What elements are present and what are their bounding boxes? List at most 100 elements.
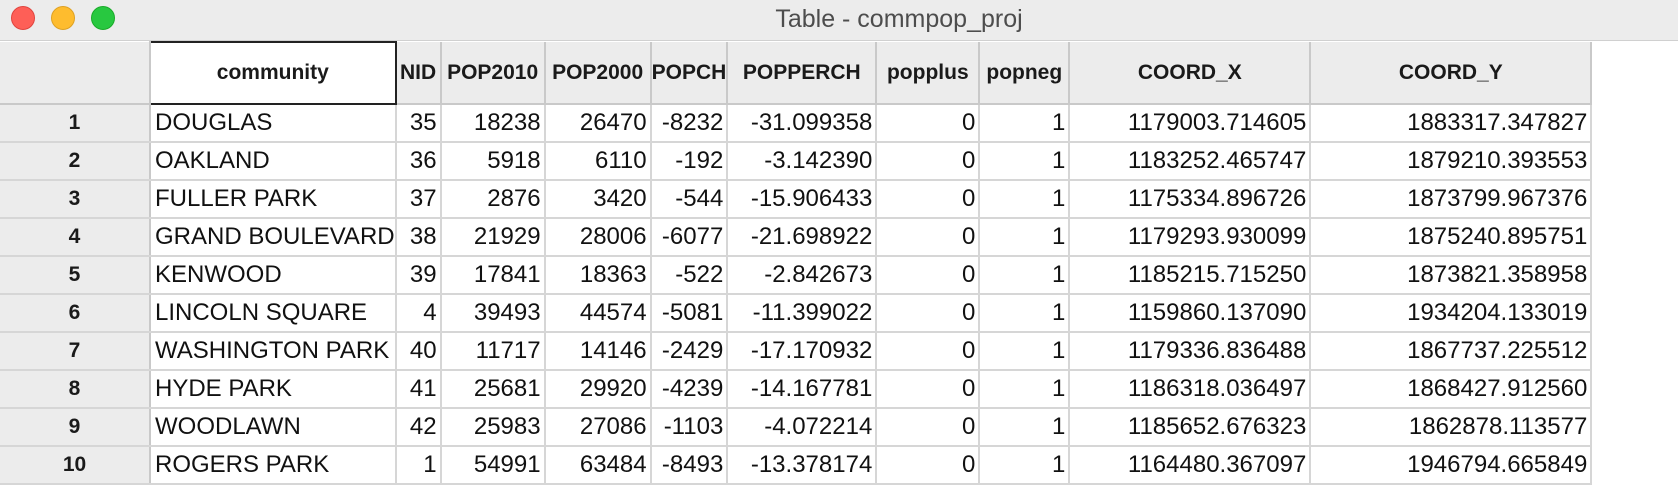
column-header-popperch[interactable]: POPPERCH (727, 42, 878, 105)
cell-coord-y[interactable]: 1946794.665849 (1310, 446, 1593, 485)
close-window-button[interactable] (11, 6, 35, 30)
cell-pop2010[interactable]: 25681 (440, 370, 546, 409)
cell-popch[interactable]: -544 (650, 180, 729, 219)
cell-popplus[interactable]: 0 (876, 256, 981, 295)
row-header[interactable]: 3 (0, 180, 151, 219)
column-header-coord-x[interactable]: COORD_X (1069, 42, 1312, 105)
cell-popneg[interactable]: 1 (979, 180, 1071, 219)
cell-popneg[interactable]: 1 (979, 104, 1071, 143)
cell-coord-x[interactable]: 1175334.896726 (1069, 180, 1312, 219)
cell-community[interactable]: OAKLAND (150, 142, 397, 181)
cell-popch[interactable]: -5081 (650, 294, 729, 333)
cell-popperch[interactable]: -31.099358 (727, 104, 878, 143)
cell-popplus[interactable]: 0 (876, 218, 981, 257)
cell-coord-x[interactable]: 1179293.930099 (1069, 218, 1312, 257)
cell-popplus[interactable]: 0 (876, 104, 981, 143)
cell-popch[interactable]: -4239 (650, 370, 729, 409)
row-header[interactable]: 7 (0, 332, 151, 371)
cell-community[interactable]: DOUGLAS (150, 104, 397, 143)
cell-popplus[interactable]: 0 (876, 332, 981, 371)
cell-pop2000[interactable]: 28006 (544, 218, 652, 257)
cell-community[interactable]: HYDE PARK (150, 370, 397, 409)
cell-popch[interactable]: -2429 (650, 332, 729, 371)
cell-coord-y[interactable]: 1873799.967376 (1310, 180, 1593, 219)
cell-pop2000[interactable]: 6110 (544, 142, 652, 181)
cell-coord-y[interactable]: 1868427.912560 (1310, 370, 1593, 409)
cell-pop2000[interactable]: 29920 (544, 370, 652, 409)
cell-pop2000[interactable]: 14146 (544, 332, 652, 371)
cell-community[interactable]: LINCOLN SQUARE (150, 294, 397, 333)
cell-coord-y[interactable]: 1867737.225512 (1310, 332, 1593, 371)
cell-popperch[interactable]: -2.842673 (727, 256, 878, 295)
cell-pop2010[interactable]: 2876 (440, 180, 546, 219)
table-row[interactable]: 2 OAKLAND 36 5918 6110 -192 -3.142390 0 1 1183252… (0, 142, 1593, 181)
cell-popneg[interactable]: 1 (979, 408, 1071, 447)
cell-nid[interactable]: 39 (395, 256, 442, 295)
column-header-popch[interactable]: POPCH (650, 42, 729, 105)
cell-pop2000[interactable]: 18363 (544, 256, 652, 295)
column-header-community[interactable]: community (149, 41, 397, 105)
row-header[interactable]: 1 (0, 104, 151, 143)
cell-popch[interactable]: -6077 (650, 218, 729, 257)
cell-nid[interactable]: 35 (395, 104, 442, 143)
row-header[interactable]: 6 (0, 294, 151, 333)
column-header-pop2010[interactable]: POP2010 (440, 42, 546, 105)
cell-pop2010[interactable]: 21929 (440, 218, 546, 257)
column-header-popplus[interactable]: popplus (876, 42, 981, 105)
cell-popch[interactable]: -192 (650, 142, 729, 181)
cell-nid[interactable]: 1 (395, 446, 442, 485)
cell-coord-x[interactable]: 1183252.465747 (1069, 142, 1312, 181)
cell-popneg[interactable]: 1 (979, 142, 1071, 181)
cell-pop2010[interactable]: 18238 (440, 104, 546, 143)
row-header[interactable]: 4 (0, 218, 151, 257)
cell-popperch[interactable]: -21.698922 (727, 218, 878, 257)
cell-pop2010[interactable]: 25983 (440, 408, 546, 447)
cell-popneg[interactable]: 1 (979, 256, 1071, 295)
table-row[interactable]: 3 FULLER PARK 37 2876 3420 -544 -15.906433 0 1 11… (0, 180, 1593, 219)
cell-popplus[interactable]: 0 (876, 370, 981, 409)
cell-coord-x[interactable]: 1164480.367097 (1069, 446, 1312, 485)
cell-popplus[interactable]: 0 (876, 142, 981, 181)
cell-popneg[interactable]: 1 (979, 294, 1071, 333)
column-header-pop2000[interactable]: POP2000 (544, 42, 652, 105)
cell-pop2000[interactable]: 26470 (544, 104, 652, 143)
table-row[interactable]: 5 KENWOOD 39 17841 18363 -522 -2.842673 0 1 11852… (0, 256, 1593, 295)
cell-community[interactable]: ROGERS PARK (150, 446, 397, 485)
cell-popplus[interactable]: 0 (876, 446, 981, 485)
cell-pop2000[interactable]: 63484 (544, 446, 652, 485)
table-row[interactable]: 8 HYDE PARK 41 25681 29920 -4239 -14.167781 0 1 1… (0, 370, 1593, 409)
row-header[interactable]: 5 (0, 256, 151, 295)
cell-popneg[interactable]: 1 (979, 218, 1071, 257)
cell-popperch[interactable]: -15.906433 (727, 180, 878, 219)
cell-pop2010[interactable]: 11717 (440, 332, 546, 371)
table-row[interactable]: 1 DOUGLAS 35 18238 26470 -8232 -31.099358 0 1 117… (0, 104, 1593, 143)
zoom-window-button[interactable] (91, 6, 115, 30)
title-bar[interactable]: Table - commpop_proj (0, 0, 1678, 41)
cell-pop2010[interactable]: 54991 (440, 446, 546, 485)
cell-popperch[interactable]: -14.167781 (727, 370, 878, 409)
cell-nid[interactable]: 42 (395, 408, 442, 447)
cell-pop2010[interactable]: 5918 (440, 142, 546, 181)
cell-pop2000[interactable]: 44574 (544, 294, 652, 333)
table-corner[interactable] (0, 42, 151, 105)
cell-coord-x[interactable]: 1186318.036497 (1069, 370, 1312, 409)
column-header-nid[interactable]: NID (395, 42, 442, 105)
table-row[interactable]: 9 WOODLAWN 42 25983 27086 -1103 -4.072214 0 1 118… (0, 408, 1593, 447)
cell-nid[interactable]: 37 (395, 180, 442, 219)
cell-coord-y[interactable]: 1879210.393553 (1310, 142, 1593, 181)
cell-popperch[interactable]: -3.142390 (727, 142, 878, 181)
cell-popch[interactable]: -8232 (650, 104, 729, 143)
cell-community[interactable]: KENWOOD (150, 256, 397, 295)
row-header[interactable]: 9 (0, 408, 151, 447)
cell-popperch[interactable]: -17.170932 (727, 332, 878, 371)
cell-nid[interactable]: 36 (395, 142, 442, 181)
cell-popplus[interactable]: 0 (876, 180, 981, 219)
row-header[interactable]: 10 (0, 446, 151, 485)
cell-popneg[interactable]: 1 (979, 370, 1071, 409)
cell-coord-y[interactable]: 1862878.113577 (1310, 408, 1593, 447)
table-row[interactable]: 7 WASHINGTON PARK 40 11717 14146 -2429 -17.170… (0, 332, 1593, 371)
cell-community[interactable]: WOODLAWN (150, 408, 397, 447)
cell-popplus[interactable]: 0 (876, 294, 981, 333)
cell-popch[interactable]: -522 (650, 256, 729, 295)
column-header-popneg[interactable]: popneg (979, 42, 1071, 105)
